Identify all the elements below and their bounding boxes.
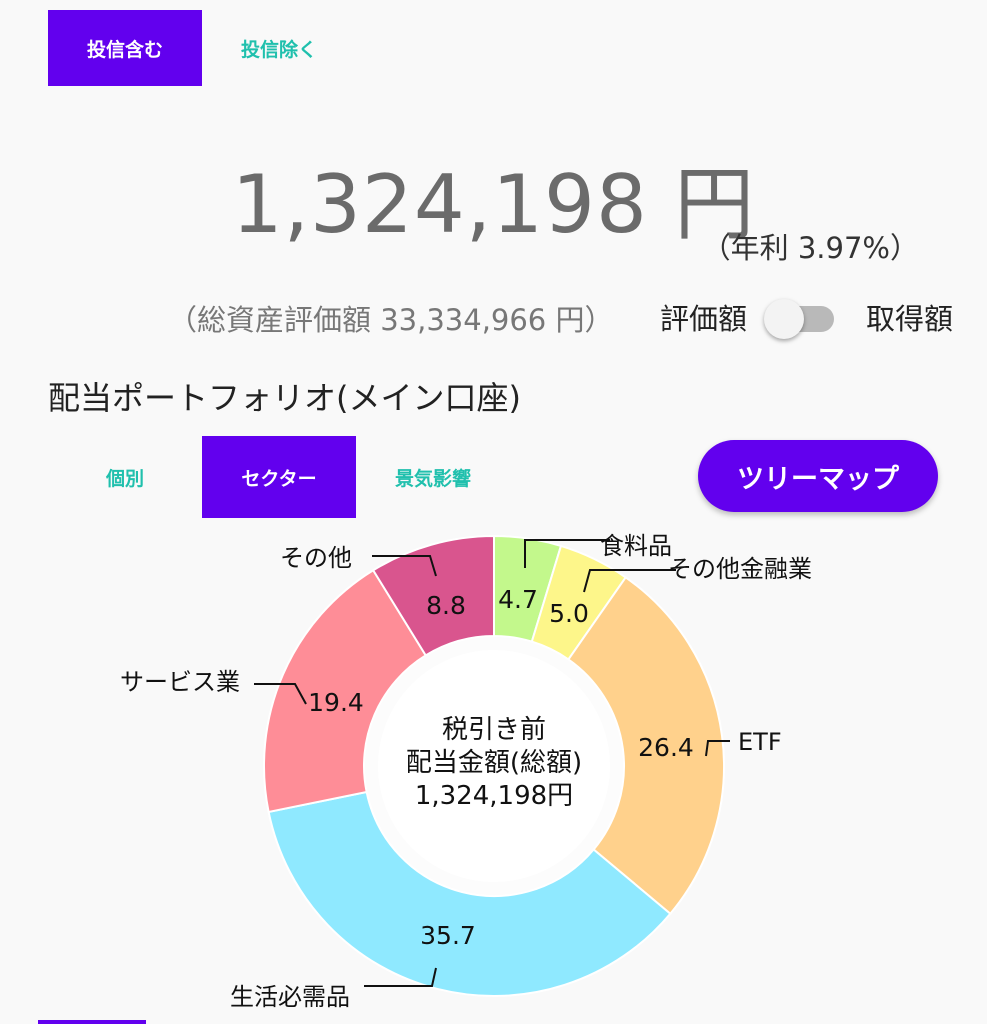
donut-center-label-2: 1,324,198円 (415, 781, 573, 811)
donut-slice-3[interactable] (267, 790, 672, 997)
tab-exclude-funds[interactable]: 投信除く (240, 38, 317, 61)
tab-include-funds[interactable]: 投信含む (48, 10, 202, 86)
donut-slice-2[interactable] (567, 576, 725, 916)
slice-value-0: 4.7 (498, 585, 538, 614)
total-assets-text: （総資産評価額 33,334,966 円） (168, 303, 614, 337)
slice-value-4: 19.4 (308, 688, 364, 717)
leader-line-5 (372, 555, 437, 577)
valuation-cost-toggle[interactable] (760, 296, 840, 340)
slice-value-3: 35.7 (420, 921, 476, 950)
treemap-button[interactable]: ツリーマップ (698, 440, 938, 512)
slice-label-4: サービス業 (120, 668, 240, 696)
slice-label-3: 生活必需品 (230, 983, 350, 1011)
slice-value-2: 26.4 (638, 733, 694, 762)
slice-label-1: その他金融業 (668, 555, 812, 583)
toggle-label-valuation: 評価額 (660, 302, 748, 336)
slice-label-5: その他 (280, 544, 352, 572)
donut-center-label-1: 配当金額(総額) (406, 748, 582, 778)
donut-slice-5[interactable] (371, 534, 495, 657)
slice-label-0: 食料品 (600, 532, 672, 560)
tab-individual[interactable]: 個別 (105, 467, 144, 490)
donut-center-label-0: 税引き前 (442, 715, 546, 745)
toggle-knob (764, 299, 804, 339)
dividend-total-amount: 1,324,198 円 (231, 158, 756, 251)
tab-sector[interactable]: セクター (202, 436, 356, 518)
bottom-tab-indicator (38, 1020, 146, 1024)
annual-yield-text: （年利 3.97%） (701, 231, 919, 265)
leader-line-4 (254, 683, 307, 705)
toggle-label-cost: 取得額 (866, 302, 954, 336)
donut-hole (378, 650, 610, 882)
slice-value-5: 8.8 (426, 591, 466, 620)
tab-economy[interactable]: 景気影響 (394, 467, 471, 490)
slice-label-2: ETF (738, 728, 782, 756)
leader-line-0 (524, 539, 610, 568)
leader-line-1 (583, 569, 676, 593)
donut-slice-4[interactable] (263, 568, 428, 814)
leader-line-3 (364, 967, 437, 987)
section-title: 配当ポートフォリオ(メイン口座) (48, 379, 521, 417)
leader-line-2 (705, 740, 730, 757)
slice-value-1: 5.0 (549, 599, 589, 628)
